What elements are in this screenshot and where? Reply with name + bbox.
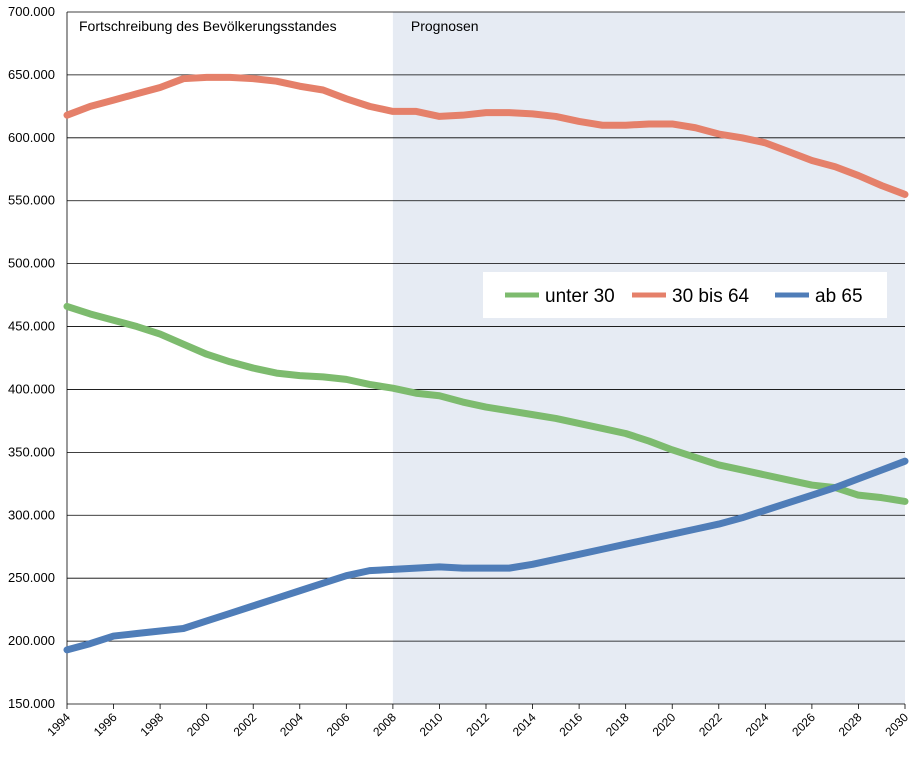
x-tick-label: 2014	[510, 710, 539, 739]
y-tick-label: 400.000	[8, 381, 55, 396]
x-tick-label: 2010	[417, 710, 446, 739]
line-series	[63, 302, 909, 505]
x-tick-label: 2020	[650, 710, 679, 739]
x-tick-label: 2024	[743, 710, 772, 739]
y-tick-label: 650.000	[8, 67, 55, 82]
line-series	[63, 457, 909, 654]
line-series	[63, 73, 909, 198]
x-tick-label: 2006	[324, 710, 353, 739]
x-tick-label: 2016	[556, 710, 585, 739]
x-tick-label: 2004	[277, 710, 306, 739]
y-tick-label: 450.000	[8, 319, 55, 334]
y-tick-label: 550.000	[8, 193, 55, 208]
x-tick-label: 2008	[370, 710, 399, 739]
y-tick-label: 200.000	[8, 633, 55, 648]
y-tick-label: 700.000	[8, 4, 55, 19]
legend-label: ab 65	[815, 286, 863, 307]
x-tick-label: 2012	[463, 710, 492, 739]
x-tick-label: 2000	[184, 710, 213, 739]
forecast-label: Prognosen	[411, 18, 479, 34]
y-tick-label: 500.000	[8, 256, 55, 271]
y-tick-label: 600.000	[8, 130, 55, 145]
x-tick-label: 2030	[882, 710, 911, 739]
y-tick-label: 250.000	[8, 570, 55, 585]
x-tick-label: 1996	[91, 710, 120, 739]
legend-label: unter 30	[545, 286, 615, 307]
x-tick-label: 1994	[44, 710, 73, 739]
legend-label: 30 bis 64	[672, 286, 750, 307]
x-tick-label: 1998	[137, 710, 166, 739]
x-tick-label: 2022	[696, 710, 725, 739]
legend-box	[483, 272, 887, 318]
x-tick-label: 2018	[603, 710, 632, 739]
x-tick-label: 2028	[836, 710, 865, 739]
x-tick-label: 2026	[789, 710, 818, 739]
history-label: Fortschreibung des Bevölkerungsstandes	[79, 18, 337, 34]
y-tick-label: 150.000	[8, 696, 55, 711]
y-tick-label: 350.000	[8, 444, 55, 459]
legend: unter 30 30 bis 64 ab 65	[483, 272, 887, 318]
x-tick-label: 2002	[231, 710, 260, 739]
y-tick-label: 300.000	[8, 507, 55, 522]
